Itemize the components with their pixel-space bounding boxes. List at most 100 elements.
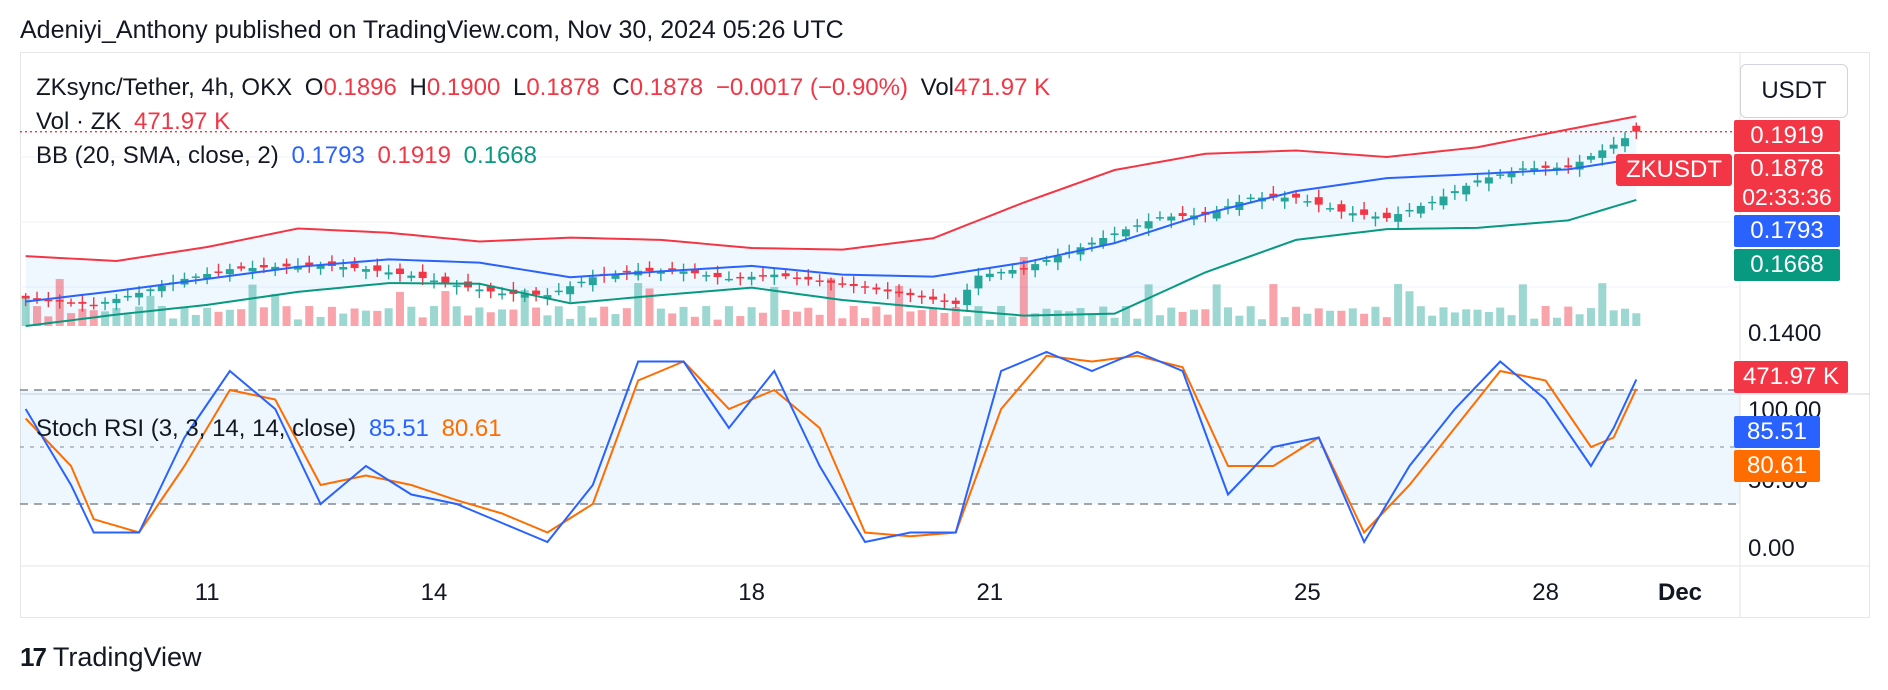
candle-body [191, 276, 200, 278]
candle-body [747, 276, 756, 280]
candle-body [1620, 138, 1629, 147]
time-tick-label: 18 [738, 579, 765, 606]
stoch-d-value: 80.61 [441, 415, 502, 442]
volume-bar [486, 312, 495, 326]
time-tick-label: Dec [1658, 579, 1702, 606]
candle-body [441, 276, 450, 283]
volume-bar [1065, 311, 1074, 326]
volume-bar [1087, 314, 1096, 326]
volume-bar [225, 309, 234, 326]
bb-basis-value: 0.1793 [291, 142, 365, 169]
candle-body [1008, 270, 1017, 274]
candle-body [1598, 150, 1607, 158]
volume-bar [1337, 310, 1346, 326]
candle-body [214, 271, 223, 273]
chart-canvas[interactable]: 11 14 18 21 25 28 Dec [20, 52, 1870, 618]
bar-countdown: 02:33:36 [1742, 184, 1832, 210]
candle-body [1575, 161, 1584, 170]
volume-bar [1292, 306, 1301, 326]
volume-bar [135, 306, 144, 326]
candle-body [1348, 213, 1357, 216]
vol-value: 471.97 K [954, 74, 1051, 101]
volume-bar [1439, 307, 1448, 326]
symbol-ticker-tag: ZKUSDT [1616, 154, 1732, 186]
volume-bar [430, 306, 439, 326]
volume-bar [21, 298, 30, 326]
volume-bar [917, 310, 926, 326]
close-label: C [612, 74, 630, 101]
time-tick-label: 25 [1294, 579, 1321, 606]
volume-bar [214, 311, 223, 326]
volume-bar [1031, 313, 1040, 326]
volume-bar [498, 309, 507, 326]
currency-unit-button[interactable]: USDT [1740, 64, 1848, 118]
candle-body [78, 301, 87, 304]
candle-body [1439, 196, 1448, 206]
volume-bar [974, 306, 983, 326]
candle-body [395, 268, 404, 274]
candle-body [1110, 233, 1119, 236]
candle-body [713, 272, 722, 278]
volume-bar [1632, 313, 1641, 326]
volume-bar [770, 287, 779, 326]
stoch-label: Stoch RSI (3, 3, 14, 14, close) [36, 415, 357, 442]
candle-body [1337, 204, 1346, 212]
candle-body [861, 286, 870, 288]
volume-bar [1121, 306, 1130, 326]
volume-bar [464, 315, 473, 326]
candle-body [792, 277, 801, 279]
candle-body [951, 300, 960, 304]
bb-band-fill [25, 116, 1637, 326]
volume-bar [1496, 307, 1505, 326]
volume-bar [1382, 317, 1391, 326]
close-value: 0.1878 [629, 74, 704, 101]
candle-body [452, 285, 461, 287]
volume-bar [849, 306, 858, 326]
volume-bar [1473, 309, 1482, 326]
volume-bar [169, 318, 178, 326]
volume-bar [1552, 317, 1561, 326]
bb-basis-line [25, 157, 1637, 303]
volume-bar [180, 306, 189, 326]
volume-bar [940, 312, 949, 326]
volume-bar [861, 318, 870, 326]
candle-body [498, 293, 507, 296]
volume-bar [985, 319, 994, 326]
volume-bar [951, 307, 960, 326]
candle-body [1541, 165, 1550, 168]
candle-body [305, 262, 314, 266]
candle-body [1133, 225, 1142, 227]
candle-body [418, 271, 427, 279]
open-value: 0.1896 [323, 74, 397, 101]
volume-bar [577, 306, 586, 326]
volume-indicator-value: 471.97 K [134, 108, 231, 135]
volume-bar [872, 306, 881, 326]
candle-body [1303, 201, 1312, 203]
volume-bar [1405, 291, 1414, 326]
candle-body [588, 277, 597, 286]
candle-body [724, 278, 733, 281]
volume-bar [101, 311, 110, 326]
volume-bar [1530, 318, 1539, 326]
candle-body [781, 273, 790, 277]
candle-body [736, 276, 745, 279]
candle-body [157, 285, 166, 292]
stoch-tick-0: 0.00 [1748, 535, 1795, 562]
volume-bar [1212, 284, 1221, 326]
footer-brand[interactable]: 17 TradingView [20, 642, 202, 673]
candle-body [929, 296, 938, 300]
candle-body [690, 268, 699, 274]
candle-body [1326, 208, 1335, 210]
candle-body [622, 270, 631, 273]
candle-body [316, 264, 325, 269]
volume-bar [350, 308, 359, 326]
volume-bar [1394, 284, 1403, 326]
volume-bar [44, 316, 53, 326]
candle-body [259, 264, 268, 268]
candle-body [1087, 242, 1096, 245]
candle-body [112, 298, 121, 304]
volume-bar [690, 316, 699, 326]
candle-body [1428, 201, 1437, 204]
candle-body [895, 291, 904, 294]
volume-bar [1348, 308, 1357, 326]
